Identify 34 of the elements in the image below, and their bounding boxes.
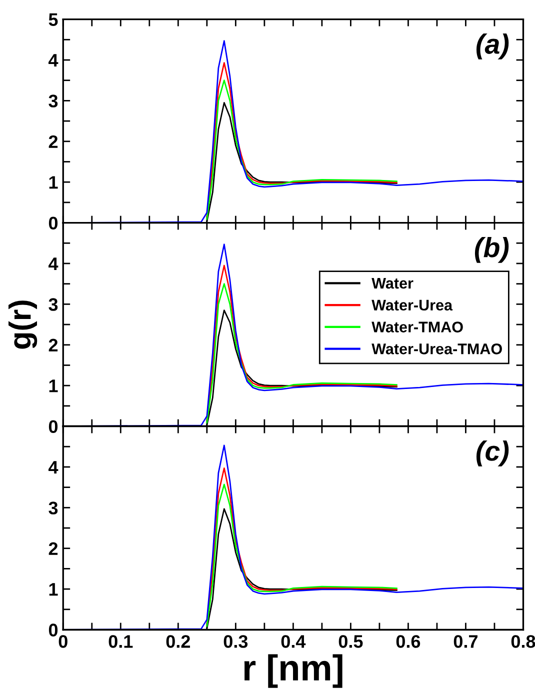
x-tick-label: 0.5 (338, 635, 363, 648)
y-tick-label: 1 (49, 176, 58, 189)
y-tick-label: 4 (48, 461, 58, 474)
x-tick-label: 0.7 (454, 635, 478, 648)
y-tick-label: 4 (48, 258, 58, 270)
y-tick-label: 2 (48, 135, 58, 148)
y-tick-label: 2 (48, 338, 58, 352)
x-tick-label: 0.3 (224, 635, 248, 648)
legend-label: Water-TMAO (372, 322, 463, 332)
x-tick-label: 0.6 (396, 635, 420, 648)
y-tick-label: 4 (48, 54, 58, 67)
y-tick-label: 3 (48, 94, 58, 108)
x-tick-label: 0.8 (511, 635, 535, 648)
y-tick-label: 0 (48, 420, 58, 433)
x-tick-label: 0.4 (281, 635, 306, 648)
x-axis-title: r [nm] (244, 654, 342, 688)
y-tick-label: 3 (48, 298, 58, 311)
y-tick-label: 1 (49, 380, 58, 392)
annotation: (a) (476, 34, 509, 60)
y-tick-label: 2 (48, 542, 58, 555)
y-tick-label: 1 (49, 583, 58, 596)
x-tick-label: 0 (58, 635, 68, 648)
y-tick-label: 0 (48, 216, 58, 230)
y-axis-title: g(r) (8, 300, 38, 349)
x-tick-label: 0.1 (108, 635, 133, 648)
annotation: (b) (474, 237, 509, 263)
y-tick-label: 3 (48, 502, 58, 514)
y-tick-label: 5 (48, 13, 58, 26)
y-tick-label: 0 (48, 624, 58, 636)
legend-label: Water-Urea (372, 300, 453, 311)
x-tick-label: 0.2 (166, 635, 190, 648)
legend-label: Water (372, 278, 414, 289)
legend-label: Water-Urea-TMAO (372, 344, 502, 354)
annotation: (c) (476, 440, 509, 466)
